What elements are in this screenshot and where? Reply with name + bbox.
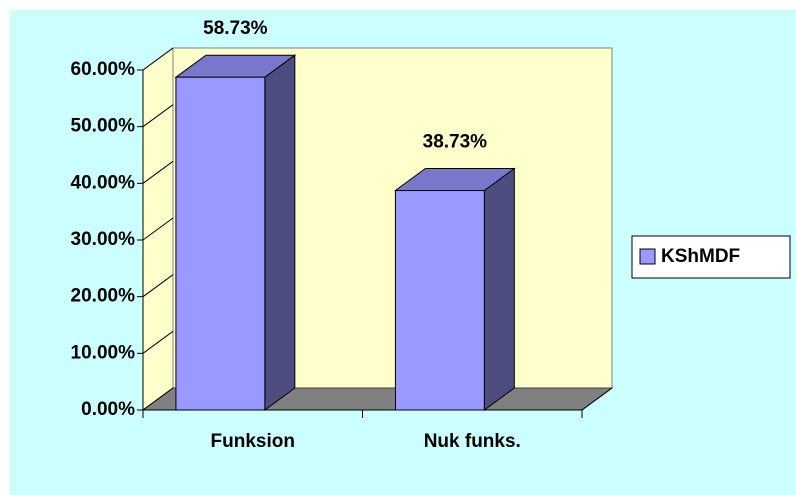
y-tick-label: 0.00% bbox=[81, 399, 135, 420]
legend-box bbox=[631, 235, 791, 279]
y-tick-label: 10.00% bbox=[71, 342, 136, 363]
legend-swatch bbox=[639, 248, 656, 265]
y-tick-depth bbox=[142, 217, 174, 241]
data-label: 58.73% bbox=[203, 18, 268, 39]
bar-side bbox=[483, 167, 515, 411]
bar bbox=[175, 76, 266, 411]
y-tick-depth bbox=[142, 387, 174, 411]
y-tick-depth bbox=[142, 47, 174, 71]
y-tick-label: 40.00% bbox=[71, 172, 136, 193]
x-tick-label: Nuk funks. bbox=[424, 431, 521, 452]
y-tick-label: 20.00% bbox=[71, 286, 136, 307]
y-tick-depth bbox=[142, 160, 174, 184]
y-tick-label: 60.00% bbox=[71, 59, 136, 80]
floor-edge bbox=[581, 387, 613, 411]
bar-side bbox=[264, 54, 296, 411]
bar bbox=[394, 190, 485, 411]
x-tick-label: Funksion bbox=[211, 431, 295, 452]
legend-label: KShMDF bbox=[661, 246, 740, 267]
y-tick-label: 30.00% bbox=[71, 229, 136, 250]
y-tick-label: 50.00% bbox=[71, 116, 136, 137]
y-tick-depth bbox=[142, 330, 174, 354]
y-tick-depth bbox=[142, 274, 174, 298]
y-tick-depth bbox=[142, 104, 174, 128]
data-label: 38.73% bbox=[423, 132, 488, 153]
